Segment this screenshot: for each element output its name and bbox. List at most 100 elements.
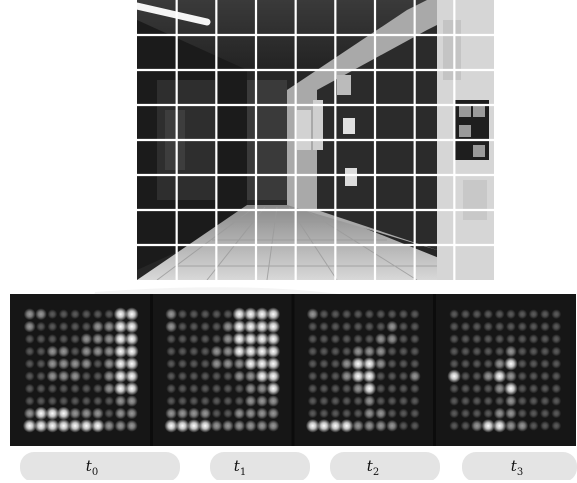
heatmap-cell (330, 346, 341, 357)
heatmap-cell (255, 307, 269, 321)
heatmap-cell (103, 357, 115, 370)
heatmap-cell (374, 419, 387, 432)
heatmap-cell (341, 309, 352, 320)
heatmap-cell (449, 334, 460, 344)
heatmap-cell (307, 346, 318, 357)
heatmap-cell (125, 344, 139, 359)
heatmap-cell (528, 309, 539, 320)
heatmap-cell (36, 321, 46, 332)
heatmap-cell (540, 408, 550, 419)
heatmap-cell (353, 334, 363, 344)
heatmap-cell (200, 309, 211, 320)
heatmap-cell (104, 396, 114, 406)
heatmap-cell (472, 383, 482, 394)
heatmap-cell (92, 358, 103, 369)
heatmap-cell (340, 370, 353, 383)
heatmap-cell (91, 407, 104, 420)
heatmap-cell (267, 419, 280, 432)
heatmap-cell (449, 396, 460, 406)
heatmap-cell (375, 383, 386, 394)
heatmap-cell (540, 371, 550, 382)
heatmap-cell (494, 396, 505, 406)
heatmap-cell (114, 419, 127, 432)
heatmap-cell (460, 420, 471, 431)
heatmap-cell (409, 321, 420, 332)
heatmap-cell (232, 344, 247, 359)
heatmap-cell (47, 334, 58, 344)
heatmap-cell (177, 358, 188, 369)
heatmap-cell (494, 309, 505, 320)
heatmap-cell (222, 333, 234, 345)
heatmap-cell (45, 406, 60, 421)
heatmap-cell (481, 419, 496, 433)
heatmap-cell (187, 419, 201, 433)
heatmap-cell (211, 396, 222, 406)
heatmap-cell (103, 382, 115, 395)
heatmap-cell (362, 369, 377, 383)
time-label-t2: t2 (366, 457, 380, 478)
heatmap-cell (472, 358, 482, 369)
heatmap-cell (494, 346, 505, 357)
heatmap-cell (177, 346, 188, 357)
heatmap-cell (125, 395, 138, 407)
heatmap-cell (58, 321, 69, 332)
heatmap-cell (103, 333, 115, 345)
heatmap-cell (471, 419, 483, 432)
heatmap-cell (505, 407, 517, 420)
heatmap-cell (504, 357, 518, 371)
heatmap-cell (103, 370, 115, 383)
heatmap-cell (517, 396, 528, 406)
heatmap-cell (113, 381, 128, 396)
heatmap-cell (177, 371, 188, 382)
heatmap-cell (223, 396, 233, 406)
heatmap-cell (211, 321, 222, 332)
heatmap-cell (199, 407, 212, 420)
heatmap-cell (211, 334, 222, 344)
heatmap-cell (267, 407, 280, 420)
heatmap-cell (177, 334, 188, 344)
heatmap-cell (104, 309, 114, 320)
heatmap-cell (493, 357, 506, 370)
heatmap-cell (80, 407, 93, 420)
heatmap-cell (58, 334, 69, 344)
heatmap-cell (210, 357, 223, 370)
heatmap-cell (23, 308, 36, 321)
heatmap-cell (330, 334, 341, 344)
heatmap-cell (364, 321, 375, 332)
heatmap-cell (69, 370, 81, 383)
heatmap-panel-t2 (291, 294, 421, 446)
heatmap-cell (46, 357, 59, 370)
heatmap-cell (165, 308, 178, 321)
heatmap-cell (188, 407, 200, 420)
heatmap-cell (460, 346, 471, 357)
heatmap-cell (175, 419, 190, 433)
heatmap-cell (341, 408, 352, 419)
heatmap-cell (506, 334, 516, 344)
heatmap-cell (23, 320, 36, 333)
heatmap-cell (540, 383, 550, 394)
heatmap-cell (34, 406, 48, 421)
heatmap-cell (81, 321, 92, 332)
heatmap-cell (255, 332, 269, 346)
heatmap-cell (24, 346, 35, 357)
heatmap-cell (363, 345, 376, 358)
heatmap-cell (80, 333, 93, 345)
heatmap-cell (398, 321, 409, 332)
heatmap-cell (472, 309, 482, 320)
heatmap-cell (352, 419, 364, 432)
heatmap-cell (68, 419, 82, 433)
heatmap-cell (113, 307, 128, 321)
heatmap-cell (113, 344, 128, 359)
heatmap-cell (330, 408, 341, 419)
heatmap-cell (255, 369, 269, 383)
heatmap-cell (504, 381, 518, 396)
heatmap-cell (244, 370, 257, 383)
heatmap-cell (483, 334, 494, 344)
heatmap-cell (81, 383, 92, 394)
heatmap-cell (551, 408, 562, 419)
heatmap-cell (330, 383, 341, 394)
heatmap-cell (200, 346, 211, 357)
heatmap-cell (540, 346, 550, 357)
heatmap-strip (10, 294, 576, 446)
heatmap-cell (375, 309, 386, 320)
